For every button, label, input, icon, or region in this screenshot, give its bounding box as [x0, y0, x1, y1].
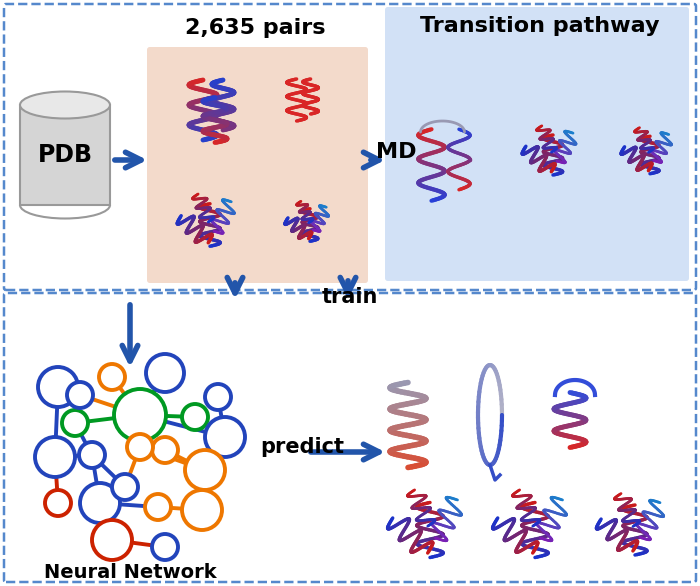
- Text: Transition pathway: Transition pathway: [420, 16, 659, 36]
- Circle shape: [99, 364, 125, 390]
- FancyBboxPatch shape: [147, 47, 368, 283]
- Circle shape: [146, 354, 184, 392]
- Circle shape: [79, 442, 105, 468]
- Text: PDB: PDB: [38, 143, 92, 167]
- FancyBboxPatch shape: [385, 7, 689, 281]
- Circle shape: [185, 450, 225, 490]
- Circle shape: [127, 434, 153, 460]
- Ellipse shape: [20, 91, 110, 118]
- Circle shape: [67, 382, 93, 408]
- Circle shape: [35, 437, 75, 477]
- Circle shape: [205, 417, 245, 457]
- FancyBboxPatch shape: [4, 293, 696, 582]
- Circle shape: [112, 474, 138, 500]
- Text: predict: predict: [260, 437, 344, 457]
- Circle shape: [145, 494, 171, 520]
- Text: MD: MD: [376, 142, 416, 162]
- Circle shape: [92, 520, 132, 560]
- Text: Neural Network: Neural Network: [43, 563, 216, 581]
- Circle shape: [80, 483, 120, 523]
- Circle shape: [114, 389, 166, 441]
- Circle shape: [62, 410, 88, 436]
- FancyBboxPatch shape: [20, 105, 110, 205]
- FancyBboxPatch shape: [4, 4, 696, 290]
- FancyBboxPatch shape: [147, 47, 368, 283]
- Circle shape: [182, 404, 208, 430]
- Text: train: train: [322, 287, 378, 307]
- FancyBboxPatch shape: [385, 7, 689, 281]
- Text: 2,635 pairs: 2,635 pairs: [185, 18, 326, 38]
- Circle shape: [38, 367, 78, 407]
- Circle shape: [152, 534, 178, 560]
- Circle shape: [182, 490, 222, 530]
- Circle shape: [45, 490, 71, 516]
- Circle shape: [205, 384, 231, 410]
- Circle shape: [152, 437, 178, 463]
